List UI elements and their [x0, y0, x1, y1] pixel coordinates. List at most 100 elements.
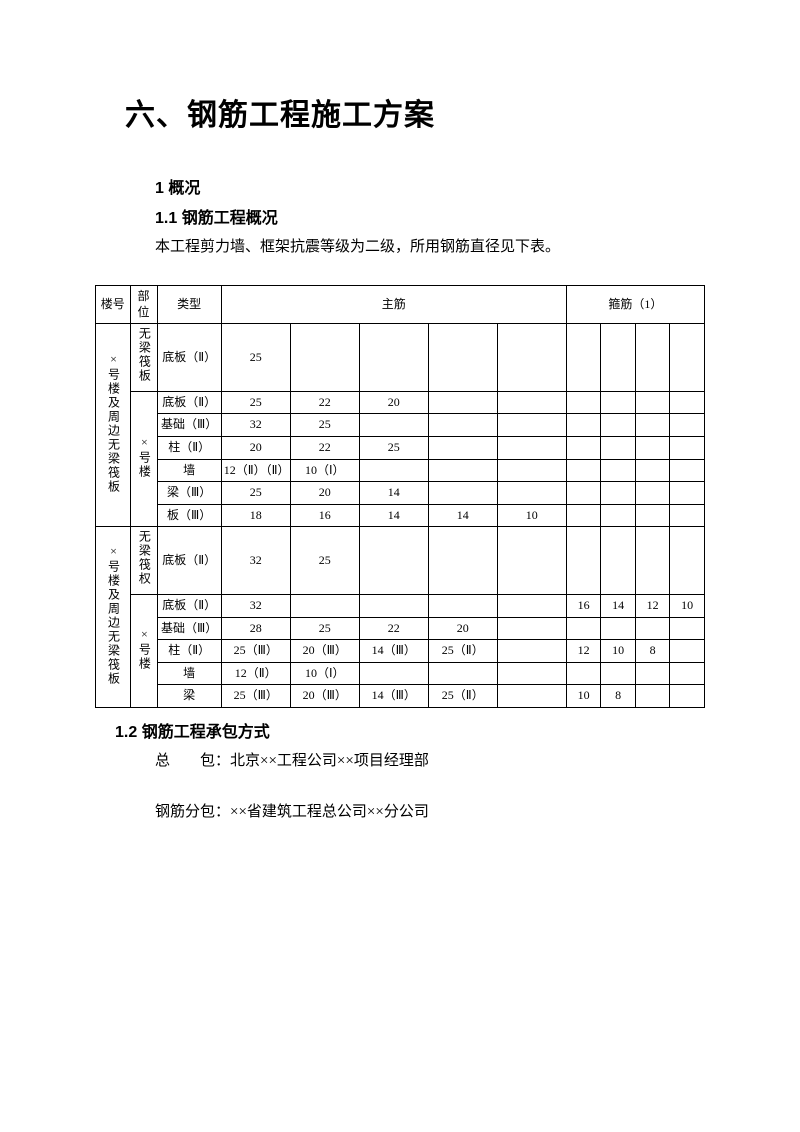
document-page: 六、钢筋工程施工方案 1 概况 1.1 钢筋工程概况 本工程剪力墙、框架抗震等级…: [0, 0, 800, 910]
sub-value: ××省建筑工程总公司××分公司: [230, 804, 429, 820]
cell: 12: [635, 594, 670, 617]
cell: [497, 436, 566, 459]
cell: [428, 527, 497, 595]
cell: [635, 685, 670, 708]
cell: [635, 527, 670, 595]
table-row: 墙 12（Ⅱ）（Ⅱ）10（Ⅰ）: [96, 459, 705, 482]
cell: [359, 414, 428, 437]
page-title: 六、钢筋工程施工方案: [125, 90, 705, 134]
cell: [497, 482, 566, 505]
cell: [497, 527, 566, 595]
cell-building: ×号楼及周边无梁筏板: [96, 324, 131, 527]
section-1-2-heading: 1.2 钢筋工程承包方式: [115, 718, 705, 742]
cell: [566, 662, 601, 685]
cell: 8: [635, 640, 670, 663]
cell: 12（Ⅱ）（Ⅱ）: [221, 459, 290, 482]
cell: [670, 617, 705, 640]
table-row: 柱（Ⅱ） 202225: [96, 436, 705, 459]
cell-type: 墙: [157, 459, 221, 482]
cell: 25: [359, 436, 428, 459]
cell-part: 无梁筏权: [130, 527, 157, 595]
cell: 25: [290, 527, 359, 595]
cell: 22: [359, 617, 428, 640]
cell: [497, 640, 566, 663]
cell: 22: [290, 391, 359, 414]
cell: [566, 527, 601, 595]
cell: [359, 594, 428, 617]
cell: 10: [601, 640, 636, 663]
cell: 25: [290, 414, 359, 437]
cell: 22: [290, 436, 359, 459]
sub-label: 钢筋分包：: [155, 804, 230, 820]
cell: 25: [221, 391, 290, 414]
cell: [290, 594, 359, 617]
section-1-heading: 1 概况: [155, 174, 705, 198]
cell: 25（Ⅲ）: [221, 640, 290, 663]
contractor-label: 总 包：: [155, 753, 230, 769]
table-header-row: 楼号 部位 类型 主筋 箍筋（1）: [96, 286, 705, 324]
table-row: 基础（Ⅲ） 28252220: [96, 617, 705, 640]
cell: 16: [290, 504, 359, 527]
cell: 10: [497, 504, 566, 527]
cell: 14: [359, 482, 428, 505]
cell: 20（Ⅲ）: [290, 640, 359, 663]
cell: [601, 662, 636, 685]
cell-type: 柱（Ⅱ）: [157, 640, 221, 663]
cell: 12（Ⅱ）: [221, 662, 290, 685]
th-type: 类型: [157, 286, 221, 324]
cell: [635, 617, 670, 640]
cell: [566, 391, 601, 414]
cell: 20（Ⅲ）: [290, 685, 359, 708]
cell: [670, 414, 705, 437]
intro-paragraph: 本工程剪力墙、框架抗震等级为二级，所用钢筋直径见下表。: [155, 234, 705, 261]
cell-part: ×号楼: [130, 391, 157, 527]
cell: [566, 414, 601, 437]
cell: [497, 459, 566, 482]
cell: [359, 324, 428, 392]
cell: 10（Ⅰ）: [290, 459, 359, 482]
cell: [635, 436, 670, 459]
subcontractor-line: 钢筋分包：××省建筑工程总公司××分公司: [155, 799, 705, 826]
cell: [497, 617, 566, 640]
cell-part: ×号楼: [130, 594, 157, 707]
cell-type: 底板（Ⅱ）: [157, 527, 221, 595]
cell: [670, 324, 705, 392]
cell-type: 柱（Ⅱ）: [157, 436, 221, 459]
cell: [635, 324, 670, 392]
cell: 25（Ⅱ）: [428, 685, 497, 708]
cell: 14: [601, 594, 636, 617]
cell-type: 底板（Ⅱ）: [157, 324, 221, 392]
cell: [670, 527, 705, 595]
cell: 16: [566, 594, 601, 617]
table-row: 墙 12（Ⅱ）10（Ⅰ）: [96, 662, 705, 685]
rebar-table: 楼号 部位 类型 主筋 箍筋（1） ×号楼及周边无梁筏板 无梁筏板 底板（Ⅱ） …: [95, 285, 705, 708]
table-row: ×号楼 底板（Ⅱ） 32 16141210: [96, 594, 705, 617]
cell: 14: [359, 504, 428, 527]
cell: [566, 504, 601, 527]
cell: [428, 662, 497, 685]
cell: [359, 662, 428, 685]
cell: [601, 414, 636, 437]
cell-type: 基础（Ⅲ）: [157, 414, 221, 437]
th-building: 楼号: [96, 286, 131, 324]
cell: [497, 685, 566, 708]
cell: [670, 662, 705, 685]
table-row: 梁 25（Ⅲ）20（Ⅲ）14（Ⅲ）25（Ⅱ） 108: [96, 685, 705, 708]
cell: [635, 504, 670, 527]
cell: [601, 617, 636, 640]
cell: [428, 324, 497, 392]
cell-type: 墙: [157, 662, 221, 685]
cell: [428, 459, 497, 482]
cell-type: 梁（Ⅲ）: [157, 482, 221, 505]
cell: [428, 414, 497, 437]
cell: [497, 594, 566, 617]
cell: [670, 436, 705, 459]
cell: [290, 324, 359, 392]
table-row: ×号楼 底板（Ⅱ） 252220: [96, 391, 705, 414]
cell: [497, 662, 566, 685]
cell: 14: [428, 504, 497, 527]
cell: [601, 436, 636, 459]
contractor-line: 总 包：北京××工程公司××项目经理部: [155, 748, 705, 775]
cell: 18: [221, 504, 290, 527]
table-row: 板（Ⅲ） 1816141410: [96, 504, 705, 527]
